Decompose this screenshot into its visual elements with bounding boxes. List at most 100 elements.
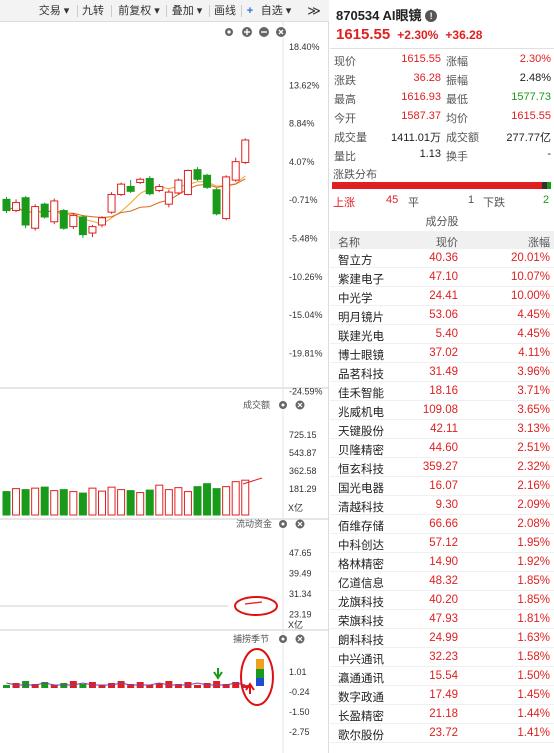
component-row[interactable]: 瀛通通讯 15.54 1.50% <box>330 667 554 686</box>
component-price: 44.60 <box>429 442 458 454</box>
component-name: 朗科科技 <box>338 635 384 647</box>
add-watchlist-icon[interactable]: + <box>246 5 254 17</box>
quote-panel: 870534 AI眼镜 ! 1615.55 +2.30% +36.28 现价 16… <box>330 0 554 753</box>
component-row[interactable]: 佳禾智能 18.16 3.71% <box>330 382 554 401</box>
component-row[interactable]: 中科创达 57.12 1.95% <box>330 534 554 553</box>
component-row[interactable]: 智立方 40.36 20.01% <box>330 249 554 268</box>
trade-button[interactable]: 交易 ▾ <box>38 5 70 17</box>
component-row[interactable]: 朗科科技 24.99 1.63% <box>330 629 554 648</box>
season-bar <box>146 685 154 688</box>
component-row[interactable]: 数字政通 17.49 1.45% <box>330 686 554 705</box>
component-row[interactable]: 荣旗科技 47.93 1.81% <box>330 610 554 629</box>
component-change: 3.65% <box>517 404 550 416</box>
volume-bar <box>40 486 49 516</box>
zoom-in-icon[interactable] <box>242 27 252 37</box>
kline-candle <box>69 212 78 230</box>
component-row[interactable]: 兆威机电 109.08 3.65% <box>330 401 554 420</box>
chart-pane[interactable]: 交易 ▾ 九转 前复权 ▾ 叠加 ▾ 画线 + 自选 ▾ ≫ 18.40% 13.… <box>0 0 329 753</box>
volume-close-icon[interactable] <box>295 400 305 410</box>
kline-y-label: 8.84% <box>289 119 315 129</box>
chart-toolbar: 交易 ▾ 九转 前复权 ▾ 叠加 ▾ 画线 + 自选 ▾ ≫ <box>0 0 329 22</box>
volume-bar <box>59 489 68 516</box>
component-row[interactable]: 联建光电 5.40 4.45% <box>330 325 554 344</box>
kline-y-label: -5.48% <box>289 234 318 244</box>
stock-code: 870534 <box>336 8 380 23</box>
component-row[interactable]: 清越科技 9.30 2.09% <box>330 496 554 515</box>
component-row[interactable]: 品茗科技 31.49 3.96% <box>330 363 554 382</box>
component-row[interactable]: 恒玄科技 359.27 2.32% <box>330 458 554 477</box>
component-name: 博士眼镜 <box>338 350 384 362</box>
jiuzhuan-button[interactable]: 九转 <box>82 5 104 17</box>
kline-candle <box>174 178 183 195</box>
info-icon[interactable]: ! <box>425 10 438 22</box>
component-row[interactable]: 紫建电子 47.10 10.07% <box>330 268 554 287</box>
volume-panel-title: 成交额 <box>243 399 270 410</box>
component-row[interactable]: 国光电器 16.07 2.16% <box>330 477 554 496</box>
component-name: 联建光电 <box>338 331 384 343</box>
fund-close-icon[interactable] <box>295 519 305 529</box>
quote-value: 1615.55 <box>401 53 441 65</box>
component-row[interactable]: 长盈精密 21.18 1.44% <box>330 705 554 724</box>
overlay-button[interactable]: 叠加 ▾ <box>171 5 203 17</box>
component-name: 数字政通 <box>338 692 384 704</box>
component-price: 47.10 <box>429 271 458 283</box>
volume-bar <box>69 491 78 516</box>
quote-row: 最高 1616.93 最低 1577.73 <box>330 88 554 107</box>
season-highlight-circle <box>240 648 274 706</box>
header-change[interactable]: 涨幅 <box>528 237 550 249</box>
kline-y-label: -19.81% <box>289 348 323 358</box>
component-price: 16.07 <box>429 480 458 492</box>
zoom-out-icon[interactable] <box>259 27 269 37</box>
watchlist-button[interactable]: 自选 ▾ <box>260 5 292 17</box>
kline-y-label: 18.40% <box>289 42 320 52</box>
volume-bar <box>164 489 173 516</box>
component-price: 9.30 <box>435 499 458 511</box>
header-name[interactable]: 名称 <box>338 237 360 249</box>
component-row[interactable]: 中光学 24.41 10.00% <box>330 287 554 306</box>
component-row[interactable]: 亿道信息 48.32 1.85% <box>330 572 554 591</box>
season-settings-icon[interactable] <box>279 635 287 643</box>
collapse-icon[interactable]: ≫ <box>307 3 321 18</box>
fund-settings-icon[interactable] <box>279 520 287 528</box>
season-y-label: -0.24 <box>289 687 310 697</box>
fund-unit: X亿 <box>288 619 303 630</box>
component-name: 龙旗科技 <box>338 597 384 609</box>
toolbar-divider <box>111 5 112 17</box>
header-price[interactable]: 现价 <box>436 237 458 249</box>
quote-value: 1411.01万 <box>391 132 441 144</box>
settings-icon[interactable] <box>225 28 233 36</box>
component-row[interactable]: 天键股份 42.11 3.13% <box>330 420 554 439</box>
kline-candle <box>231 157 240 182</box>
volume-bar <box>193 486 202 516</box>
volume-bar <box>2 491 11 516</box>
quote-value: 2.30% <box>519 53 551 65</box>
component-row[interactable]: 明月镜片 53.06 4.45% <box>330 306 554 325</box>
component-row[interactable]: 歌尔股份 23.72 1.41% <box>330 724 554 743</box>
component-name: 天键股份 <box>338 426 384 438</box>
component-price: 37.02 <box>429 347 458 359</box>
volume-settings-icon[interactable] <box>279 401 287 409</box>
component-price: 359.27 <box>422 461 458 473</box>
component-row[interactable]: 佰维存储 66.66 2.08% <box>330 515 554 534</box>
adjust-button[interactable]: 前复权 ▾ <box>118 5 160 17</box>
component-row[interactable]: 中兴通讯 32.23 1.58% <box>330 648 554 667</box>
volume-bar <box>155 484 164 516</box>
component-name: 荣旗科技 <box>338 616 384 628</box>
component-name: 贝隆精密 <box>338 445 384 457</box>
close-icon[interactable] <box>276 27 286 37</box>
season-close-icon[interactable] <box>295 634 305 644</box>
kline-y-label: 13.62% <box>289 80 320 90</box>
toolbar-divider <box>209 5 210 17</box>
component-name: 清越科技 <box>338 502 384 514</box>
season-bar <box>98 685 106 688</box>
component-name: 兆威机电 <box>338 407 384 419</box>
component-change: 1.85% <box>517 594 550 606</box>
quote-label: 涨跌 <box>334 75 356 87</box>
draw-line-button[interactable]: 画线 <box>214 5 236 17</box>
component-row[interactable]: 格林精密 14.90 1.92% <box>330 553 554 572</box>
price-line: 1615.55 +2.30% +36.28 <box>336 26 482 43</box>
component-row[interactable]: 贝隆精密 44.60 2.51% <box>330 439 554 458</box>
volume-bar <box>117 489 126 516</box>
component-row[interactable]: 博士眼镜 37.02 4.11% <box>330 344 554 363</box>
component-row[interactable]: 龙旗科技 40.20 1.85% <box>330 591 554 610</box>
